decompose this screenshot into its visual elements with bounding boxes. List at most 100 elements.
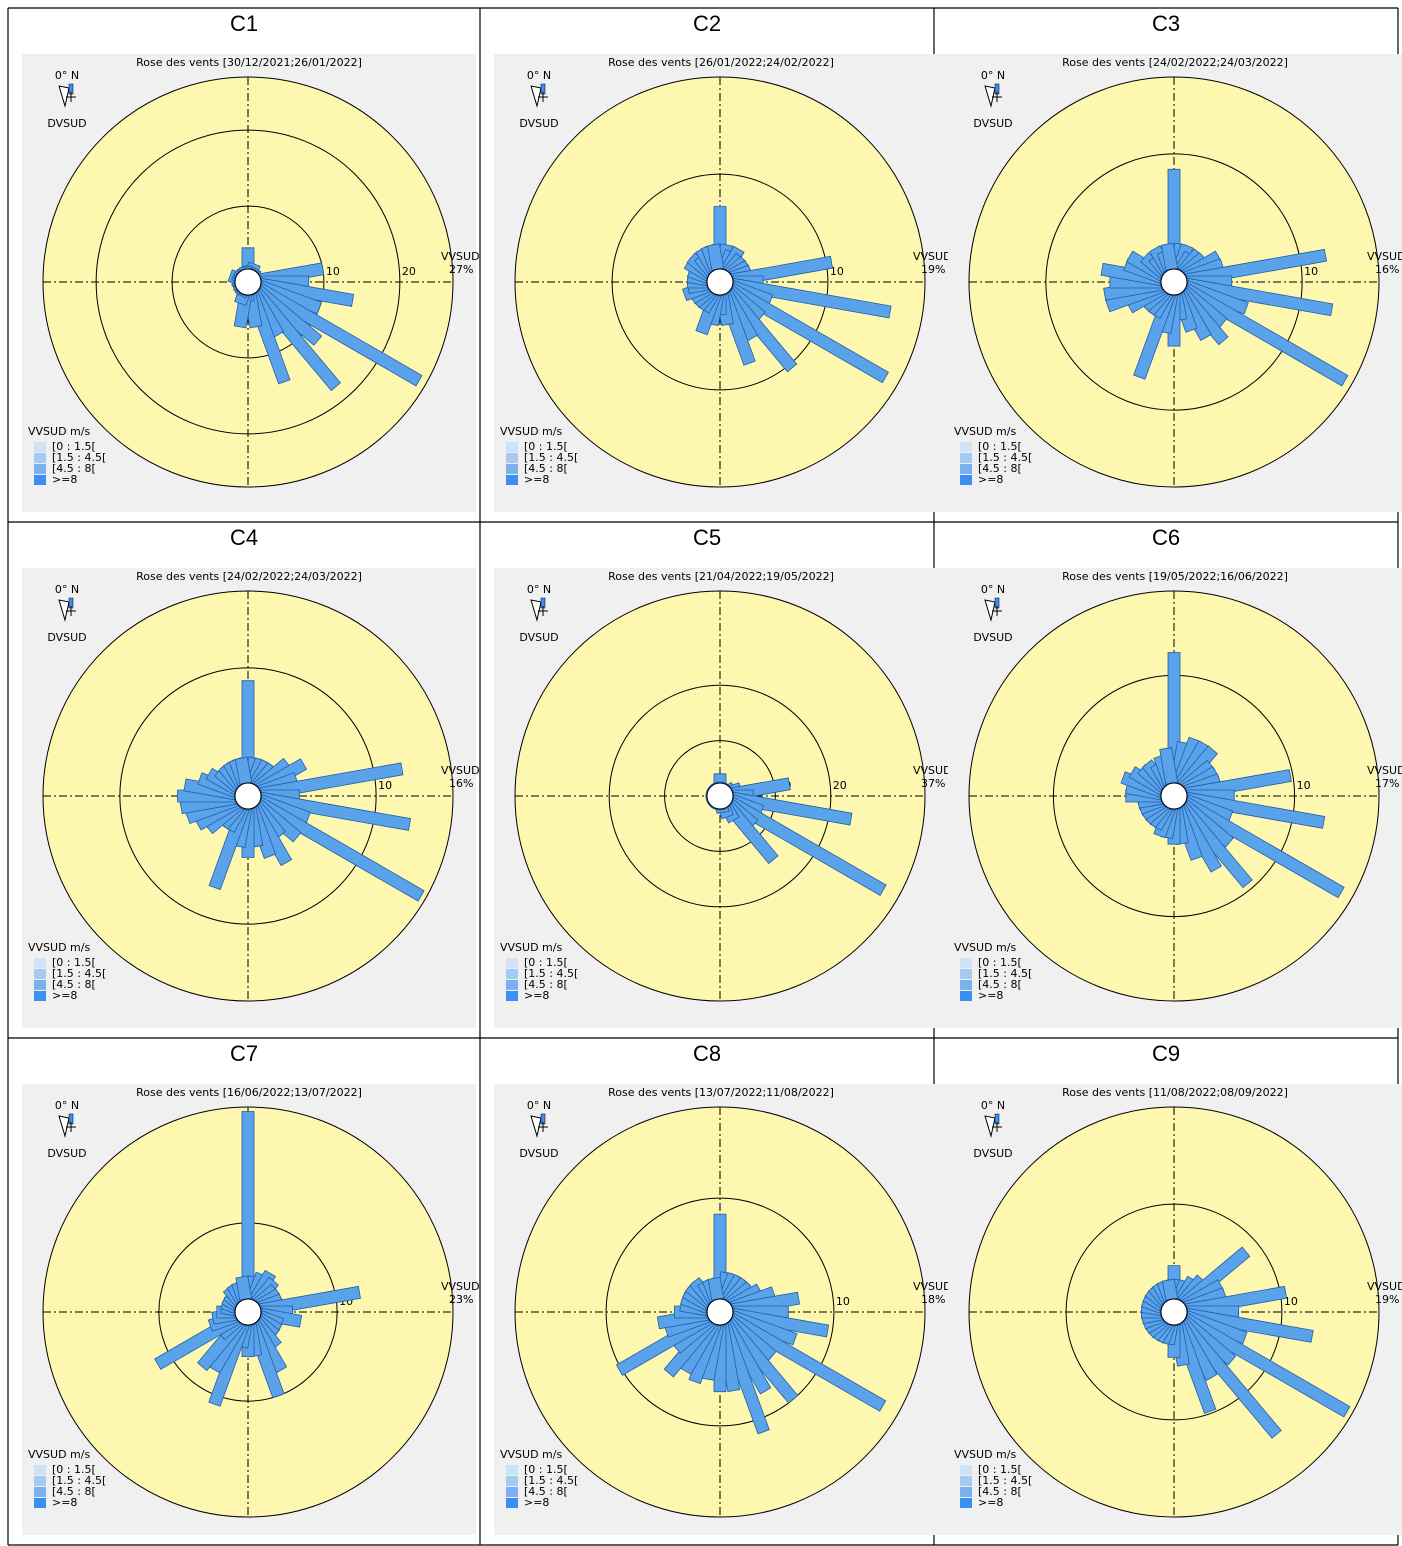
north-label: 0° N [527, 583, 551, 596]
direction-label: DVSUD [47, 1147, 86, 1160]
legend-label: [0 : 1.5[ [978, 440, 1022, 453]
r-tick-label: 10 [378, 779, 392, 792]
legend-label: >=8 [52, 473, 77, 486]
legend-swatch [960, 958, 972, 968]
legend-label: >=8 [524, 1496, 549, 1509]
legend-label: [4.5 : 8[ [978, 1485, 1022, 1498]
cell-label: C9 [1152, 1041, 1180, 1066]
legend-label: [4.5 : 8[ [52, 978, 96, 991]
direction-label: DVSUD [47, 117, 86, 130]
legend-label: [4.5 : 8[ [524, 1485, 568, 1498]
axis-label: VVSUD [913, 764, 952, 777]
legend-title: VVSUD m/s [500, 1448, 562, 1461]
bar [713, 773, 727, 784]
r-tick-label: 20 [833, 779, 847, 792]
center-hole [1160, 1298, 1188, 1326]
north-label: 0° N [527, 1099, 551, 1112]
legend-swatch [960, 453, 972, 463]
legend-title: VVSUD m/s [28, 941, 90, 954]
legend-swatch [506, 453, 518, 463]
legend-label: [1.5 : 4.5[ [524, 1474, 578, 1487]
r-tick-label: 10 [1297, 779, 1311, 792]
legend-label: [0 : 1.5[ [978, 1463, 1022, 1476]
chart-title: Rose des vents [16/06/2022;13/07/2022] [136, 1086, 362, 1099]
legend-swatch [34, 1465, 46, 1475]
center-hole [1160, 268, 1188, 296]
legend-label: [1.5 : 4.5[ [524, 451, 578, 464]
chart-title: Rose des vents [30/12/2021;26/01/2022] [136, 56, 362, 69]
center-hole [234, 268, 262, 296]
chart-title: Rose des vents [24/02/2022;24/03/2022] [1062, 56, 1288, 69]
legend-swatch [506, 980, 518, 990]
legend-title: VVSUD m/s [500, 425, 562, 438]
legend-swatch [34, 969, 46, 979]
legend-label: [0 : 1.5[ [978, 956, 1022, 969]
direction-label: DVSUD [519, 117, 558, 130]
center-hole [234, 1298, 262, 1326]
axis-label: VVSUD [1367, 1280, 1402, 1293]
chart-title: Rose des vents [24/02/2022;24/03/2022] [136, 570, 362, 583]
direction-label: DVSUD [973, 117, 1012, 130]
legend-label: [1.5 : 4.5[ [978, 1474, 1032, 1487]
r-tick-label: 10 [1284, 1295, 1298, 1308]
center-hole [706, 782, 734, 810]
legend-swatch [506, 442, 518, 452]
r-tick-label: 37% [921, 777, 945, 790]
legend-label: [4.5 : 8[ [52, 462, 96, 475]
cell-label: C1 [230, 11, 258, 36]
cell-label: C8 [693, 1041, 721, 1066]
r-tick-label: 19% [921, 263, 945, 276]
legend-swatch [506, 1465, 518, 1475]
north-label: 0° N [55, 69, 79, 82]
axis-label: VVSUD [441, 250, 480, 263]
legend-label: [4.5 : 8[ [978, 462, 1022, 475]
center-hole [1160, 782, 1188, 810]
cell-label: C4 [230, 525, 258, 550]
chart-title: Rose des vents [19/05/2022;16/06/2022] [1062, 570, 1288, 583]
r-tick-label: 20 [402, 265, 416, 278]
cell-label: C6 [1152, 525, 1180, 550]
legend-label: [1.5 : 4.5[ [978, 451, 1032, 464]
north-label: 0° N [55, 1099, 79, 1112]
legend-swatch [34, 991, 46, 1001]
r-tick-label: 10 [1304, 265, 1318, 278]
cell-label: C3 [1152, 11, 1180, 36]
legend-swatch [34, 1487, 46, 1497]
legend-title: VVSUD m/s [954, 425, 1016, 438]
axis-label: VVSUD [441, 1280, 480, 1293]
r-tick-label: 10 [326, 265, 340, 278]
legend-swatch [506, 464, 518, 474]
center-hole [706, 1298, 734, 1326]
legend-label: [1.5 : 4.5[ [52, 451, 106, 464]
legend-label: >=8 [978, 1496, 1003, 1509]
r-tick-label: 23% [449, 1293, 473, 1306]
legend-label: [0 : 1.5[ [524, 1463, 568, 1476]
legend-swatch [960, 1476, 972, 1486]
center-hole [234, 782, 262, 810]
legend-swatch [960, 442, 972, 452]
north-label: 0° N [981, 1099, 1005, 1112]
legend-swatch [506, 958, 518, 968]
north-label: 0° N [981, 69, 1005, 82]
legend-label: >=8 [524, 473, 549, 486]
legend-label: >=8 [524, 989, 549, 1002]
cell-label: C5 [693, 525, 721, 550]
legend-swatch [34, 475, 46, 485]
legend-swatch [34, 453, 46, 463]
north-label: 0° N [527, 69, 551, 82]
center-hole [706, 268, 734, 296]
direction-label: DVSUD [519, 1147, 558, 1160]
legend-swatch [960, 1465, 972, 1475]
legend-label: [1.5 : 4.5[ [978, 967, 1032, 980]
legend-title: VVSUD m/s [954, 941, 1016, 954]
legend-swatch [34, 1476, 46, 1486]
r-tick-label: 10 [830, 265, 844, 278]
chart-title: Rose des vents [26/01/2022;24/02/2022] [608, 56, 834, 69]
legend-title: VVSUD m/s [28, 425, 90, 438]
legend-swatch [506, 1498, 518, 1508]
legend-label: >=8 [978, 473, 1003, 486]
legend-swatch [34, 1498, 46, 1508]
direction-label: DVSUD [519, 631, 558, 644]
legend-swatch [34, 980, 46, 990]
